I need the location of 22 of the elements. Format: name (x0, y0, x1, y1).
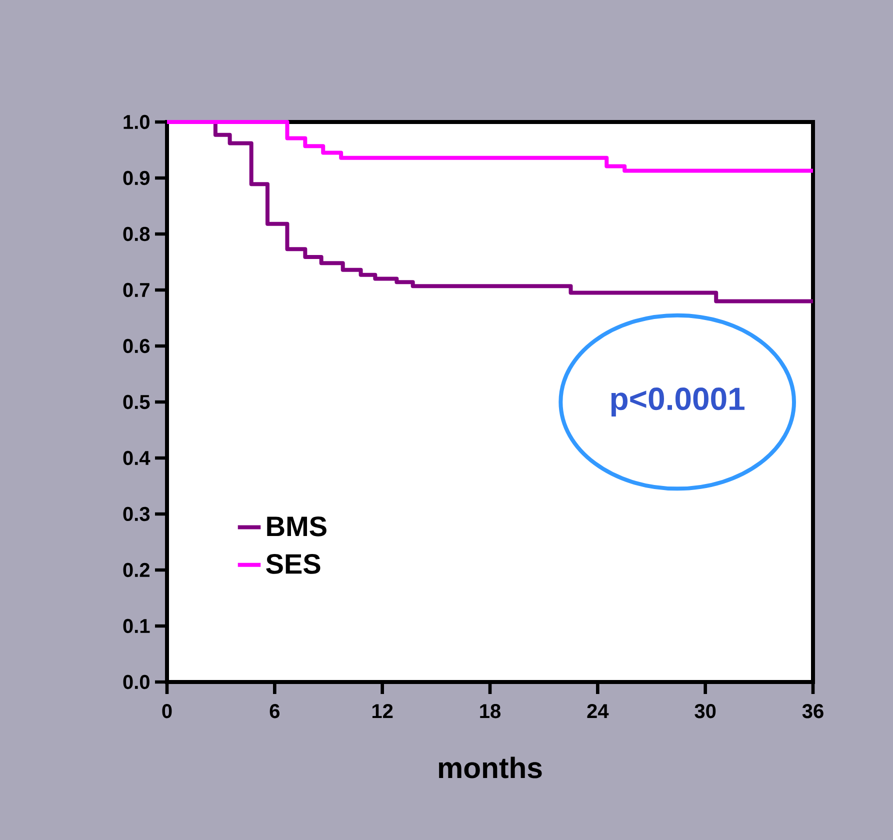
y-tick-label: 0.0 (123, 674, 150, 690)
y-tick-label: 0.7 (123, 282, 150, 298)
y-tick-label: 0.6 (123, 338, 150, 354)
y-tick-label: 0.9 (123, 170, 150, 186)
y-tick-label: 0.3 (123, 506, 150, 522)
legend-label: SES (266, 554, 320, 574)
y-tick-label: 0.4 (123, 450, 150, 466)
legend-label: BMS (267, 516, 326, 536)
x-tick-label: 30 (694, 704, 716, 718)
y-tick-label: 1.0 (124, 114, 150, 130)
x-tick-label: 18 (480, 704, 500, 718)
y-tick-label: 0.5 (123, 394, 150, 410)
x-tick-label: 24 (587, 704, 609, 718)
y-tick-label: 0.2 (123, 562, 150, 578)
x-tick-label: 36 (802, 704, 824, 718)
y-tick-label: 0.1 (123, 618, 150, 634)
x-tick-label: 0 (162, 704, 172, 718)
x-tick-label: 12 (372, 704, 393, 718)
y-tick-label: 0.8 (123, 226, 150, 242)
x-tick-label: 6 (270, 704, 280, 718)
annotation: p<0.0001 (611, 388, 744, 416)
x-axis-title: months (438, 756, 542, 778)
